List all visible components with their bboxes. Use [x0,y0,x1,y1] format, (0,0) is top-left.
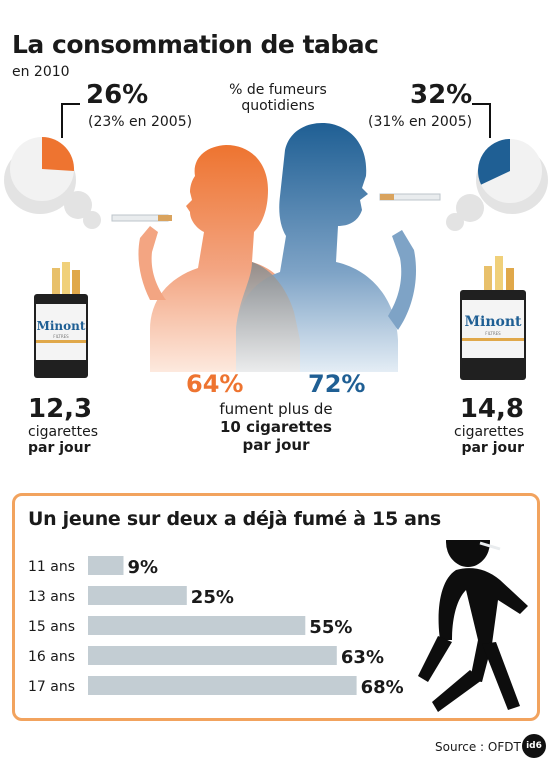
bar-category-label: 11 ans [28,559,75,575]
bar-category-label: 17 ans [28,679,75,695]
youth-chart-title: Un jeune sur deux a déjà fumé à 15 ans [28,508,441,530]
men-pie [478,139,542,203]
men-pack-brand: Minont [465,314,523,330]
women-daily-pct: 26% [86,80,149,110]
svg-text:FILTRES: FILTRES [53,334,69,339]
youth-panel [12,493,540,721]
men-daily-prev: (31% en 2005) [368,114,473,130]
daily-smokers-label: % de fumeurs quotidiens [208,82,348,114]
women-pie [10,137,75,201]
women-cigs-unit: par jour [28,440,91,456]
women-bracket [61,103,80,138]
men-cigs-block: 14,8 cigarettes par jour [448,394,524,456]
bar-value-label: 55% [309,617,352,638]
page-subtitle: en 2010 [12,64,70,80]
daily-smokers-label-line2: quotidiens [241,98,315,114]
men-cigs-unit: par jour [461,440,524,456]
bar-value-label: 68% [361,677,404,698]
page-title: La consommation de tabac [12,30,379,59]
men-cigs-label: cigarettes [454,424,524,440]
men-heavy-pct: 72% [308,370,366,398]
bar [88,676,357,695]
heavy-label-line1: fument plus de [219,400,333,418]
silhouette-overlap [236,262,300,372]
women-heavy-pct: 64% [186,370,244,398]
men-cigarette-pack: Minont FILTRES [460,256,526,380]
women-pack-brand: Minont [37,319,86,333]
youth-bar-chart: 11 ans 9% 13 ans 25% 15 ans 55% 16 ans 63% 17 an… [28,540,528,712]
women-cigs-block: 12,3 cigarettes par jour [28,394,98,456]
walking-smoker-figure [418,540,528,712]
bar-category-label: 15 ans [28,619,75,635]
women-cigs-label: cigarettes [28,424,98,440]
men-bracket [472,103,491,138]
heavy-smokers-label: fument plus de 10 cigarettes par jour [196,400,356,454]
heavy-label-line2: 10 cigarettes [219,418,332,436]
men-daily-pct: 32% [410,80,473,110]
bar [88,646,337,665]
men-cigs-per-day: 14,8 [459,394,524,424]
woman-cigarette [111,214,172,222]
id6-logo: id6 [522,734,546,758]
bar [88,586,187,605]
bar-value-label: 63% [341,647,384,668]
daily-smokers-label-line1: % de fumeurs [229,82,327,98]
svg-text:FILTRES: FILTRES [485,331,501,336]
bar-category-label: 16 ans [28,649,75,665]
heavy-label-line3: par jour [242,436,310,454]
bar [88,556,124,575]
smokers-illustration: Minont FILTRES Minont FILTRES [4,103,548,380]
women-daily-prev: (23% en 2005) [88,114,193,130]
man-cigarette [379,193,441,201]
bar-value-label: 25% [191,587,234,608]
bar-category-label: 13 ans [28,589,75,605]
women-cigs-per-day: 12,3 [28,394,93,424]
bar [88,616,306,635]
bar-value-label: 9% [128,557,159,578]
source-text: Source : OFDT [435,740,521,754]
women-cigarette-pack: Minont FILTRES [34,262,88,378]
